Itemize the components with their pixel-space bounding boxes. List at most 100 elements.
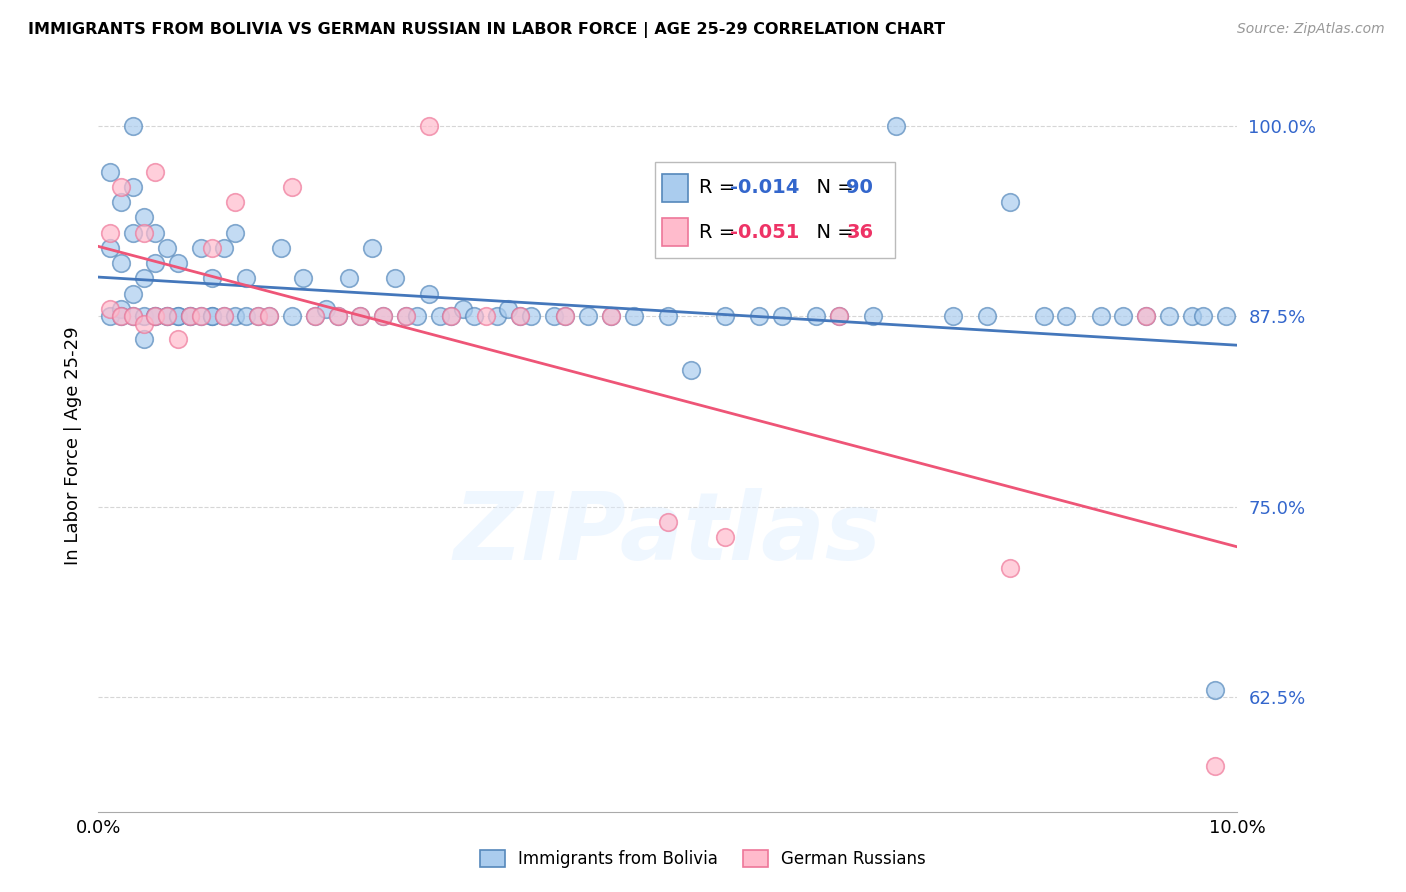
Point	[349, 310, 371, 324]
Point	[132, 310, 155, 324]
Point	[315, 301, 337, 316]
Point	[121, 180, 143, 194]
Point	[554, 310, 576, 324]
Point	[292, 271, 315, 285]
Point	[509, 310, 531, 324]
Point	[657, 515, 679, 529]
Point	[474, 310, 496, 324]
Point	[167, 310, 190, 324]
Point	[714, 310, 737, 324]
Point	[498, 301, 520, 316]
Point	[98, 165, 121, 179]
Point	[862, 310, 884, 324]
Point	[145, 165, 167, 179]
Point	[145, 310, 167, 324]
Point	[942, 310, 965, 324]
Point	[110, 301, 132, 316]
Point	[190, 310, 212, 324]
Point	[190, 310, 212, 324]
Point	[201, 241, 224, 255]
Point	[179, 310, 201, 324]
Point	[828, 310, 851, 324]
Point	[110, 310, 132, 324]
Point	[360, 241, 382, 255]
Point	[121, 226, 143, 240]
Point	[156, 310, 179, 324]
Text: R =: R =	[699, 223, 741, 242]
Point	[212, 241, 235, 255]
Point	[1090, 310, 1112, 324]
Point	[1135, 310, 1157, 324]
Point	[132, 226, 155, 240]
Point	[828, 310, 851, 324]
Point	[395, 310, 418, 324]
Point	[326, 310, 349, 324]
Point	[110, 195, 132, 210]
Text: N =: N =	[804, 178, 860, 197]
Point	[463, 310, 485, 324]
Point	[156, 310, 179, 324]
Point	[509, 310, 531, 324]
Point	[373, 310, 395, 324]
Point	[1215, 310, 1237, 324]
Point	[145, 310, 167, 324]
Point	[224, 226, 246, 240]
Point	[281, 310, 304, 324]
Point	[270, 241, 292, 255]
Point	[520, 310, 543, 324]
Point	[337, 271, 360, 285]
Text: -0.051: -0.051	[730, 223, 799, 242]
Point	[304, 310, 326, 324]
Text: R =: R =	[699, 178, 741, 197]
Point	[121, 310, 143, 324]
Point	[121, 286, 143, 301]
Point	[1181, 310, 1204, 324]
Point	[246, 310, 269, 324]
Point	[1204, 759, 1226, 773]
Point	[1135, 310, 1157, 324]
Point	[281, 180, 304, 194]
Point	[132, 317, 155, 331]
Point	[804, 310, 827, 324]
Point	[406, 310, 429, 324]
Point	[1056, 310, 1078, 324]
Point	[132, 211, 155, 225]
Point	[110, 256, 132, 270]
Text: 90: 90	[846, 178, 873, 197]
Point	[235, 310, 257, 324]
Point	[679, 363, 702, 377]
Text: 36: 36	[846, 223, 873, 242]
Point	[235, 271, 257, 285]
Point	[212, 310, 235, 324]
Point	[167, 256, 190, 270]
Legend: Immigrants from Bolivia, German Russians: Immigrants from Bolivia, German Russians	[474, 843, 932, 875]
Point	[600, 310, 623, 324]
Point	[714, 531, 737, 545]
Point	[418, 286, 440, 301]
Point	[167, 332, 190, 346]
Point	[1192, 310, 1215, 324]
Point	[179, 310, 201, 324]
Point	[304, 310, 326, 324]
Point	[98, 301, 121, 316]
Point	[132, 332, 155, 346]
Text: IMMIGRANTS FROM BOLIVIA VS GERMAN RUSSIAN IN LABOR FORCE | AGE 25-29 CORRELATION: IMMIGRANTS FROM BOLIVIA VS GERMAN RUSSIA…	[28, 22, 945, 38]
Text: -0.014: -0.014	[730, 178, 799, 197]
Point	[395, 310, 418, 324]
Point	[349, 310, 371, 324]
Point	[384, 271, 406, 285]
Point	[623, 310, 645, 324]
Point	[156, 310, 179, 324]
Point	[110, 180, 132, 194]
Point	[156, 241, 179, 255]
Text: Source: ZipAtlas.com: Source: ZipAtlas.com	[1237, 22, 1385, 37]
Point	[212, 310, 235, 324]
Point	[121, 119, 143, 133]
Point	[1204, 682, 1226, 697]
Point	[98, 226, 121, 240]
Point	[440, 310, 463, 324]
Point	[576, 310, 599, 324]
Y-axis label: In Labor Force | Age 25-29: In Labor Force | Age 25-29	[63, 326, 82, 566]
Point	[201, 310, 224, 324]
Point	[451, 301, 474, 316]
